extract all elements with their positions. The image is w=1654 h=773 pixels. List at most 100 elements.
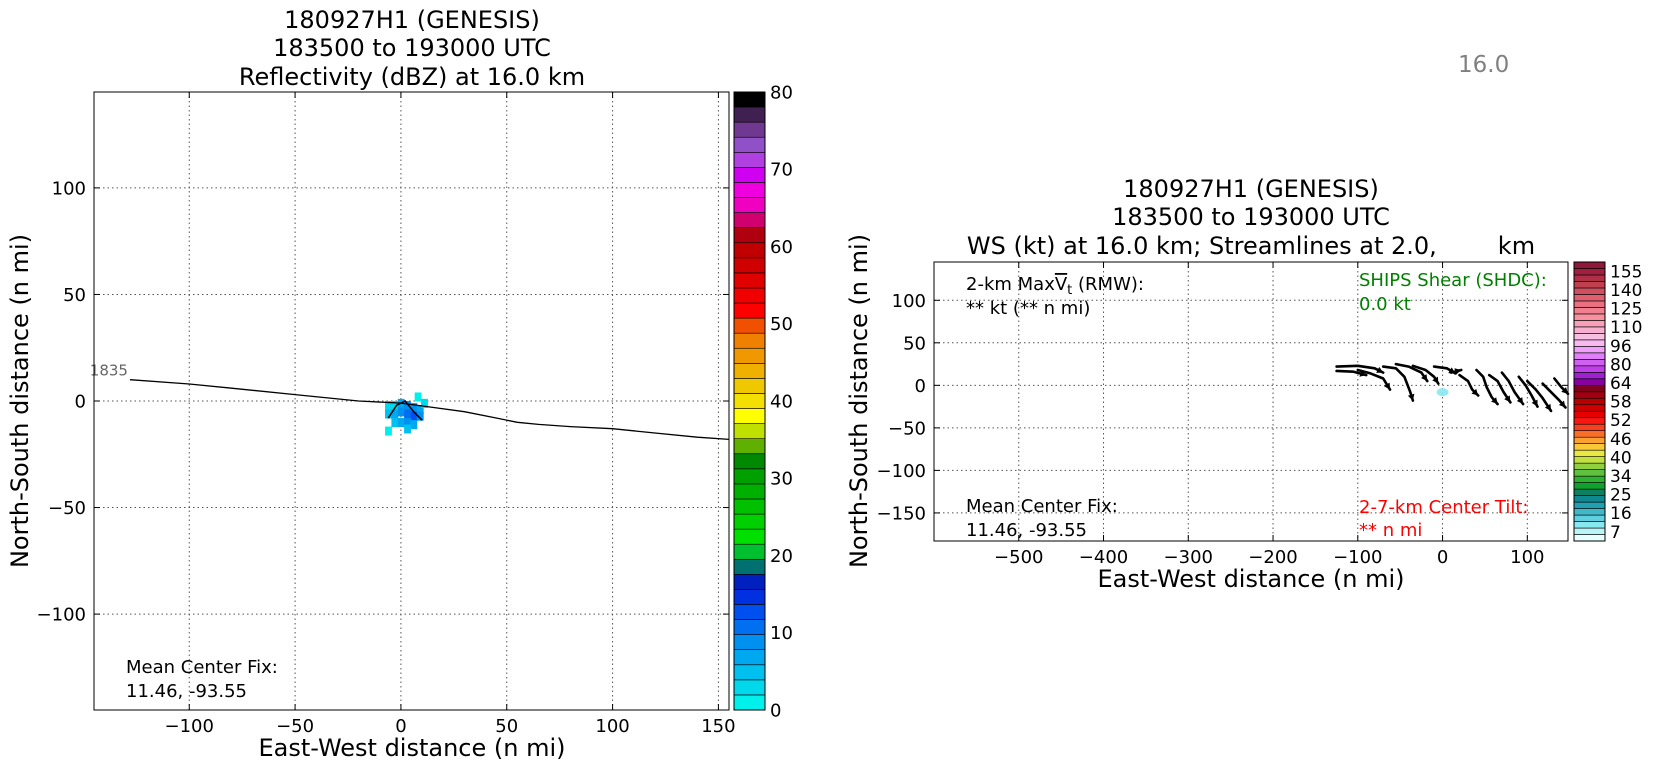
right-colorbar-swatch	[1573, 261, 1606, 269]
right-streamline-arrow	[1432, 376, 1439, 384]
right-xtick-label: 0	[1437, 547, 1448, 568]
left-colorbar-swatch	[733, 619, 766, 635]
right-colorbar-label: 52	[1610, 411, 1632, 431]
left-colorbar-swatch	[733, 378, 766, 394]
right-ytick-label: 50	[903, 333, 926, 354]
right-colorbar-label: 46	[1610, 430, 1632, 450]
right-colorbar-swatch	[1573, 352, 1606, 360]
right-streamline	[1526, 379, 1553, 413]
right-streamline-arrow	[1383, 382, 1391, 390]
left-colorbar-swatch	[733, 634, 766, 651]
left-echo-cell	[385, 409, 392, 419]
right-colorbar-label: 155	[1610, 262, 1642, 282]
right-colorbar-swatch	[1573, 527, 1606, 535]
right-colorbar-swatch	[1573, 359, 1606, 367]
left-track-label: 1835	[90, 362, 128, 380]
right-colorbar-swatch	[1573, 365, 1606, 373]
left-colorbar-swatch	[733, 182, 766, 198]
left-colorbar-label: 20	[770, 546, 793, 567]
right-colorbar-label: 25	[1610, 486, 1632, 506]
left-colorbar-swatch	[733, 272, 766, 289]
left-colorbar-swatch	[733, 302, 766, 319]
right-colorbar-swatch	[1573, 462, 1606, 470]
left-colorbar-label: 0	[770, 700, 781, 721]
left-echo-cell	[404, 418, 411, 428]
left-echo-cell	[404, 424, 411, 434]
right-colorbar-swatch	[1573, 423, 1606, 431]
left-colorbar-swatch	[733, 574, 766, 590]
right-xtick-label: −300	[1164, 547, 1213, 568]
left-xtick-label: −50	[276, 716, 314, 737]
right-colorbar-swatch	[1573, 410, 1606, 419]
left-echo-cell	[404, 409, 411, 419]
left-xtick-label: 150	[701, 716, 735, 737]
left-colorbar-swatch	[733, 197, 766, 213]
right-colorbar-swatch	[1573, 391, 1606, 399]
right-streamline-arrow	[1544, 403, 1552, 411]
left-colorbar-label: 80	[770, 82, 793, 103]
left-colorbar-swatch	[733, 679, 766, 696]
right-colorbar-label: 110	[1610, 318, 1642, 338]
right-colorbar-swatch	[1573, 287, 1606, 295]
left-xtick-label: −100	[165, 716, 214, 737]
left-echo-cell	[391, 418, 399, 428]
right-colorbar-swatch	[1573, 346, 1606, 354]
left-ytick-label: 50	[63, 285, 86, 306]
right-colorbar-swatch	[1573, 456, 1606, 464]
right-colorbar-swatch	[1573, 475, 1606, 483]
left-center-fix-value: 11.46, -93.55	[126, 681, 247, 702]
right-colorbar-swatch	[1573, 307, 1606, 315]
right-ytick-label: 100	[892, 291, 926, 312]
left-frame	[93, 91, 730, 711]
left-echo-cell	[416, 405, 424, 415]
right-colorbar-label: 58	[1610, 393, 1632, 413]
left-echo-cell	[385, 426, 392, 436]
left-colorbar-label: 30	[770, 469, 793, 490]
vmax-subscript: t	[1067, 283, 1072, 298]
right-colorbar-label: 34	[1610, 467, 1632, 487]
vmax-symbol: V	[1055, 274, 1068, 295]
right-center-fix-label: Mean Center Fix:	[966, 496, 1118, 517]
right-colorbar-swatch	[1573, 397, 1606, 406]
left-colorbar-swatch	[733, 528, 766, 545]
right-colorbar-swatch	[1573, 534, 1606, 542]
right-ytick-label: −150	[877, 503, 926, 524]
left-colorbar-label: 70	[770, 160, 793, 181]
right-vmax-value: ** kt (** n mi)	[966, 298, 1090, 319]
left-colorbar-swatch	[733, 483, 766, 500]
right-colorbar-label: 125	[1610, 300, 1642, 320]
left-colorbar-swatch	[733, 106, 766, 123]
right-colorbar-swatch	[1573, 436, 1606, 444]
right-streamline-arrow	[1491, 397, 1498, 405]
right-streamline-arrow	[1531, 399, 1538, 407]
left-colorbar-swatch	[733, 423, 766, 439]
right-colorbar-swatch	[1573, 417, 1606, 425]
right-frame	[933, 261, 1569, 542]
right-colorbar-swatch	[1573, 372, 1606, 380]
right-colorbar-swatch	[1573, 384, 1606, 393]
right-colorbar-swatch	[1573, 333, 1606, 341]
right-colorbar-swatch	[1573, 514, 1606, 522]
right-tilt-value: ** n mi	[1359, 520, 1422, 541]
left-colorbar-swatch	[733, 468, 766, 485]
right-streamline-arrow	[1407, 393, 1415, 401]
right-colorbar-swatch	[1573, 430, 1606, 438]
right-colorbar-swatch	[1573, 274, 1606, 282]
left-colorbar-swatch	[733, 212, 766, 228]
left-ticks: −100 −50 0 50 100 150 −100 −50 0 50 100	[37, 91, 736, 737]
left-colorbar-swatch	[733, 347, 766, 364]
right-colorbar-swatch	[1573, 521, 1606, 529]
left-colorbar-swatch	[733, 498, 766, 515]
left-colorbar-swatch	[733, 317, 766, 334]
left-colorbar-swatch	[733, 242, 766, 259]
right-xtick-label: −500	[994, 547, 1043, 568]
left-colorbar-swatch	[733, 649, 766, 666]
right-colorbar-swatch	[1573, 482, 1606, 490]
left-track-line	[129, 379, 730, 441]
left-title-line: 183500 to 193000 UTC	[273, 34, 551, 62]
vmax-prefix: 2-km Max	[966, 274, 1055, 295]
left-ytick-label: −50	[48, 498, 86, 519]
left-echo-cell	[414, 392, 422, 402]
left-xtick-label: 100	[595, 716, 629, 737]
